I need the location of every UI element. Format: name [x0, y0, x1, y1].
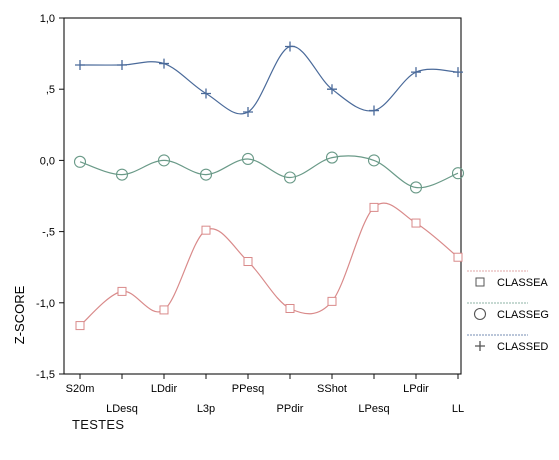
data-point-classea [453, 252, 463, 262]
x-tick-label: LPesq [358, 403, 389, 415]
plot-area-frame [63, 17, 462, 375]
series-line-classeg [79, 155, 459, 189]
x-tick-label: PPdir [277, 403, 304, 415]
data-point-classea [411, 218, 421, 228]
y-axis: 1,0 ,5 0,0 -,5 -1,0 -1,5 [36, 13, 64, 381]
x-tick-label: S20m [66, 383, 95, 395]
y-tick-label: -,5 [42, 227, 55, 239]
y-tick-label: 0,0 [40, 155, 55, 167]
data-point-classea [369, 202, 379, 212]
series-markers [73, 41, 465, 331]
data-point-classeg [409, 181, 423, 194]
y-tick-label: ,5 [46, 84, 55, 96]
data-point-classeg [241, 152, 255, 166]
x-axis: S20m LDesq LDdir L3p PPesq PPdir SShot LPesq LPd… [66, 374, 464, 415]
x-tick-label: LDesq [106, 403, 138, 415]
x-tick-label: LDdir [151, 383, 178, 395]
x-tick-label: L3p [197, 403, 215, 415]
series-curves [79, 45, 459, 327]
data-point-classea [75, 321, 85, 331]
x-axis-title: TESTES [72, 417, 125, 432]
data-point-classea [243, 257, 253, 267]
data-point-classea [327, 296, 337, 306]
data-point-classeg [367, 154, 381, 167]
data-point-classea [117, 286, 127, 296]
data-point-classeg [157, 154, 171, 167]
data-point-classed [411, 67, 421, 78]
data-point-classed [243, 106, 253, 117]
legend: CLASSEA CLASSEG CLASSED [467, 270, 549, 353]
data-point-classeg [115, 168, 129, 181]
y-axis-title: Z-SCORE [12, 285, 27, 344]
y-tick-label: -1,0 [36, 298, 55, 310]
data-point-classeg [73, 155, 87, 168]
data-point-classea [201, 225, 211, 235]
data-point-classed [117, 59, 127, 70]
legend-marker-classed [475, 341, 485, 351]
x-tick-label: SShot [317, 383, 347, 395]
data-point-classed [201, 88, 211, 99]
data-point-classed [453, 67, 463, 78]
data-point-classeg [283, 171, 297, 184]
x-tick-label: LL [452, 403, 464, 415]
legend-label-classeg: CLASSEG [497, 309, 549, 321]
x-tick-label: LPdir [403, 383, 429, 395]
legend-label-classea: CLASSEA [497, 277, 548, 289]
data-point-classed [369, 105, 379, 116]
data-point-classeg [325, 151, 339, 164]
data-point-classed [75, 59, 85, 70]
y-tick-label: 1,0 [40, 13, 55, 25]
x-tick-label: PPesq [232, 383, 264, 395]
data-point-classed [159, 58, 169, 69]
data-point-classed [327, 84, 337, 95]
data-point-classea [285, 303, 295, 313]
data-point-classeg [199, 168, 213, 181]
legend-marker-classeg [473, 307, 487, 321]
series-line-classea [79, 202, 459, 327]
legend-marker-classea [475, 277, 485, 287]
series-line-classed [79, 45, 459, 115]
y-tick-label: -1,5 [36, 369, 55, 381]
legend-label-classed: CLASSED [497, 341, 548, 353]
data-point-classea [159, 305, 169, 315]
data-point-classed [285, 41, 295, 52]
data-point-classeg [451, 167, 465, 180]
